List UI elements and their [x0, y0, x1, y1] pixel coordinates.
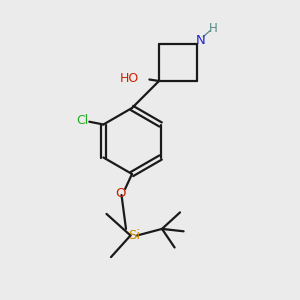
Text: Si: Si — [128, 229, 140, 242]
Text: HO: HO — [120, 71, 140, 85]
Text: N: N — [196, 34, 206, 47]
Text: O: O — [115, 187, 125, 200]
Text: Cl: Cl — [76, 114, 88, 127]
Text: H: H — [208, 22, 217, 35]
